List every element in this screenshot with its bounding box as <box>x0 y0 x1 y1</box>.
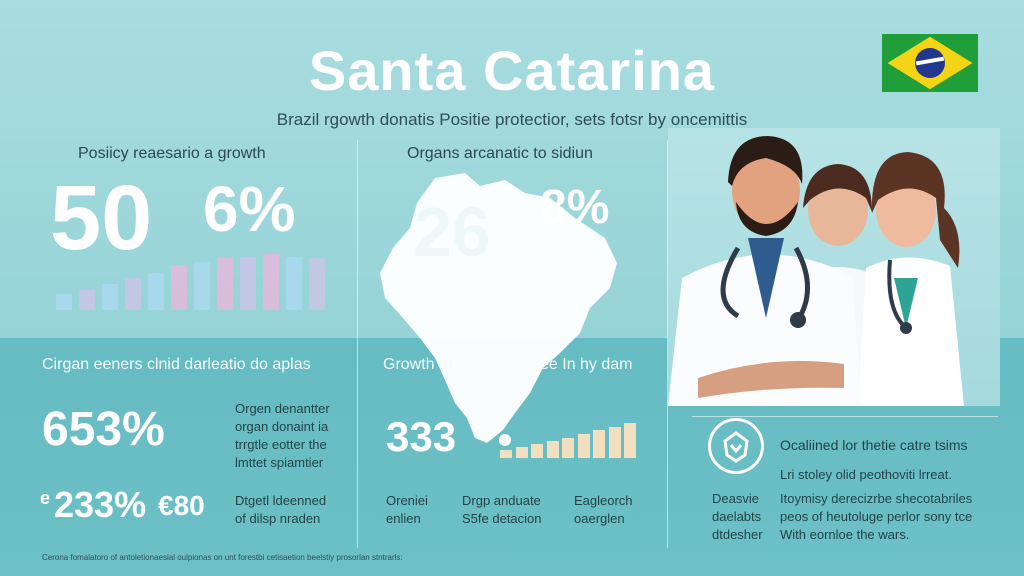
page-subtitle: Brazil rgowth donatis Positie protectior… <box>276 110 748 129</box>
column-divider-1 <box>357 140 358 548</box>
bottom-middle-label-tail: ee In hy dam <box>540 356 633 373</box>
bottom-left-stat2-note: Dtgetl ldeenned of dilsp nraden <box>235 493 327 526</box>
left-bar <box>79 290 95 310</box>
left-bar <box>309 258 325 310</box>
brazil-map-icon <box>380 173 617 446</box>
bottom-middle-bar-chart <box>500 420 640 458</box>
bottom-middle-col3: Eagleorch oaerglen <box>574 493 633 526</box>
bottom-left-stat2: 233% <box>54 484 147 525</box>
middle-bar <box>593 430 605 458</box>
middle-bar <box>562 438 574 458</box>
bottom-left-label: Cirgan eeners clnid darleatio do aplas <box>42 356 311 373</box>
bottom-right-heading: Ocaliined lor thetie catre tsims <box>780 437 968 453</box>
bottom-middle-stat: 333 <box>386 413 457 460</box>
bottom-right-side: Deasvie daelabts dtdesher <box>712 491 763 542</box>
left-stat-secondary: 6% <box>203 173 296 245</box>
bottom-middle-col1: Oreniei enlien <box>386 493 428 526</box>
brazil-flag-icon <box>882 34 978 92</box>
left-bar <box>263 254 279 310</box>
left-bar <box>102 284 118 310</box>
middle-bar <box>608 427 621 458</box>
middle-bar <box>515 447 528 458</box>
middle-bar <box>500 450 512 458</box>
bottom-right-paragraph: Itoymisy derecizrbe shecotabriles peos o… <box>780 491 973 542</box>
footer-note: Cerona fomalatoro of antoletionaesial ou… <box>42 553 403 562</box>
left-stat-primary: 50 <box>50 167 153 269</box>
middle-bar <box>546 441 559 458</box>
bottom-left-stat2-prefix: e <box>40 488 51 508</box>
left-bar <box>217 258 233 310</box>
organ-donation-icon <box>708 418 764 474</box>
bottom-left-stat-note: Orgen denantter organ donaint ia trrgtle… <box>235 401 330 470</box>
bottom-middle-label: Growth th <box>383 356 453 373</box>
middle-stat-secondary: 8% <box>540 181 610 234</box>
left-bar <box>240 257 256 310</box>
left-bar <box>286 257 302 310</box>
bottom-left-stat2-suffix: €80 <box>158 490 205 521</box>
left-bar <box>171 265 187 310</box>
page-title: Santa Catarina <box>308 39 716 102</box>
left-bar <box>148 273 164 310</box>
middle-stat-primary: 26 <box>413 193 491 271</box>
left-bar <box>56 294 72 310</box>
right-panel-divider <box>692 416 998 417</box>
left-bar-chart <box>56 248 328 310</box>
bottom-right-line: Lri stoley olid peothoviti lrreat. <box>780 467 952 482</box>
bottom-middle-col2: Drgp anduate S5fe detacion <box>462 493 542 526</box>
bottom-left-stat: 653% <box>42 403 165 456</box>
middle-bar <box>624 423 636 458</box>
left-panel-label: Posiicy reaesario a growth <box>78 145 266 162</box>
left-bar <box>125 278 141 310</box>
left-bar <box>194 262 210 310</box>
column-divider-2 <box>667 140 668 548</box>
middle-panel-label: Organs arcanatic to sidiun <box>407 145 593 162</box>
middle-bar <box>531 444 543 458</box>
doctors-photo <box>668 128 1000 406</box>
middle-bar <box>577 434 590 458</box>
